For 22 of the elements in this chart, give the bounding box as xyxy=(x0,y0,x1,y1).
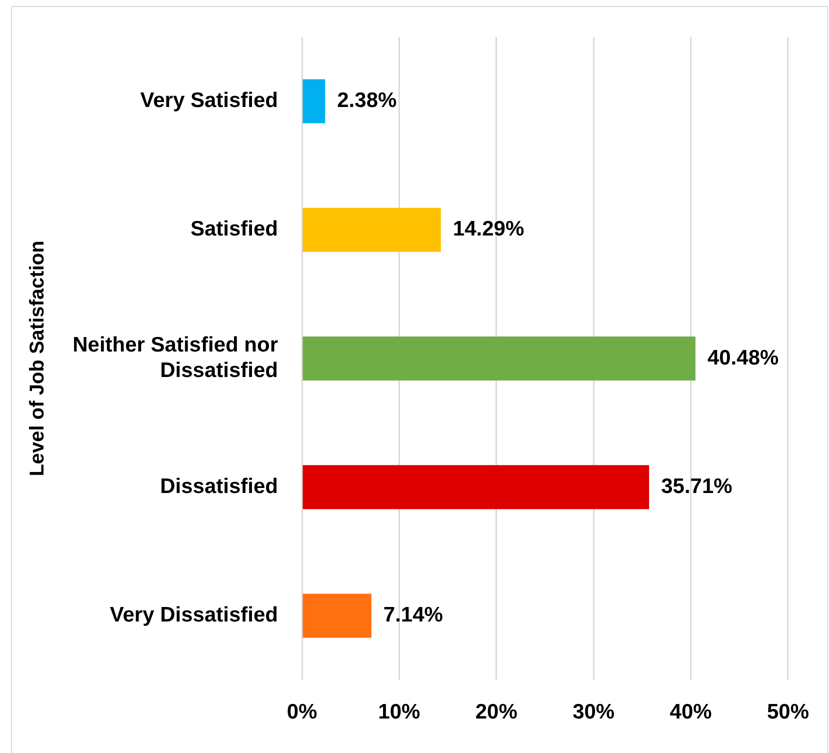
y-tick-label: Very Satisfied xyxy=(140,89,278,112)
y-tick-label: Neither Satisfied nor Dissatisfied xyxy=(72,334,278,382)
data-label: 40.48% xyxy=(707,346,780,370)
x-tick-label: 50% xyxy=(766,700,810,724)
bar xyxy=(302,594,372,638)
bar xyxy=(302,208,441,252)
y-tick-label: Very Dissatisfied xyxy=(110,603,278,626)
x-tick-label: 0% xyxy=(286,700,318,724)
y-tick-label: Satisfied xyxy=(190,218,278,241)
data-label: 14.29% xyxy=(452,218,524,241)
data-label: 7.14% xyxy=(383,603,444,626)
bar xyxy=(302,79,326,124)
x-tick-label: 10% xyxy=(378,700,421,724)
y-axis-title: Level of Job Satisfaction xyxy=(26,240,49,476)
bar xyxy=(302,336,696,380)
data-label: 2.38% xyxy=(337,89,398,112)
x-tick-label: 20% xyxy=(475,700,518,724)
y-tick-label: Dissatisfied xyxy=(160,474,278,498)
x-tick-label: 30% xyxy=(572,700,615,724)
data-label: 35.71% xyxy=(661,474,733,498)
bar xyxy=(302,465,650,510)
x-tick-label: 40% xyxy=(670,700,712,724)
